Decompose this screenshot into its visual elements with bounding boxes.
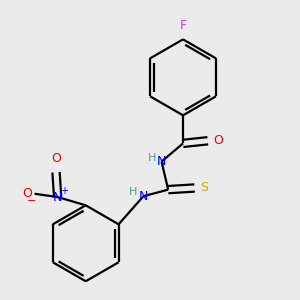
Text: H: H [129, 187, 137, 197]
Text: O: O [22, 187, 32, 200]
Text: N: N [53, 190, 62, 204]
Text: O: O [214, 134, 224, 147]
Text: O: O [51, 152, 61, 165]
Text: F: F [179, 19, 187, 32]
Text: −: − [27, 196, 36, 206]
Text: N: N [157, 155, 166, 168]
Text: S: S [200, 181, 208, 194]
Text: H: H [148, 153, 156, 163]
Text: N: N [139, 190, 148, 203]
Text: +: + [60, 186, 68, 196]
